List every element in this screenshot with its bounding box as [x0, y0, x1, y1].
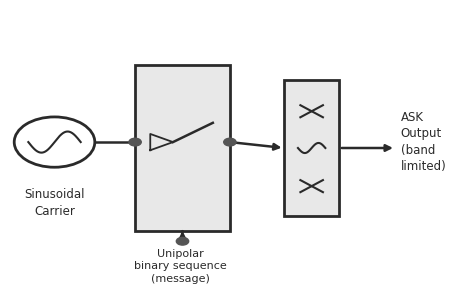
Bar	[284, 80, 339, 216]
Circle shape	[176, 237, 189, 245]
Text: Unipolar
binary sequence
(message): Unipolar binary sequence (message)	[134, 249, 227, 284]
Bar	[135, 65, 230, 231]
Text: ASK
Output
(band
limited): ASK Output (band limited)	[401, 111, 447, 173]
Text: Sinusoidal
Carrier: Sinusoidal Carrier	[24, 188, 85, 218]
Circle shape	[129, 138, 141, 146]
Circle shape	[224, 138, 236, 146]
